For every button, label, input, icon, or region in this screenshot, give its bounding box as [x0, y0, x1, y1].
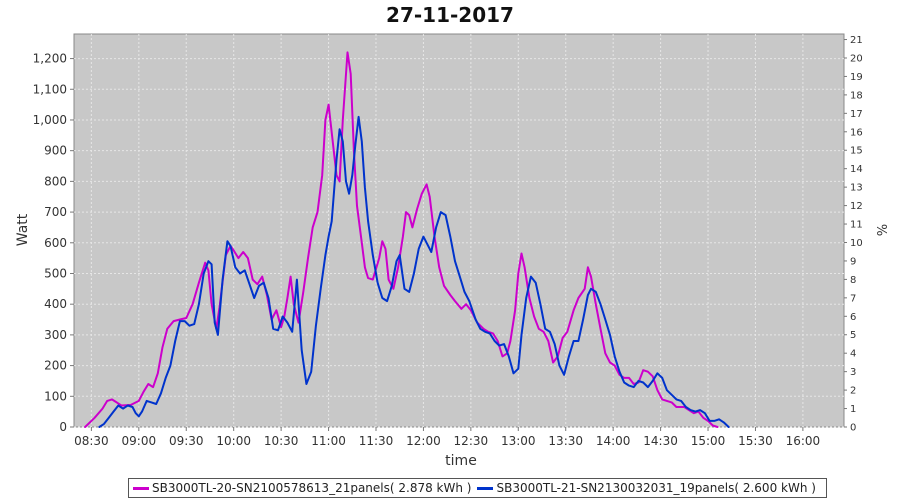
- legend-swatch-series-1: [133, 486, 149, 490]
- y2-tick-label: 17: [850, 109, 863, 120]
- y-axis-left: 0 100 200 300 400 500 600 700 800 900 1,000 1,100 1,…: [33, 52, 74, 434]
- y2-tick-label: 10: [850, 238, 863, 249]
- chart-title: 27-11-2017: [386, 3, 514, 27]
- y2-tick-label: 21: [850, 35, 863, 46]
- legend-label-series-2: SB3000TL-21-SN2130032031_19panels( 2.600…: [496, 481, 816, 495]
- x-tick-label: 09:30: [169, 434, 204, 448]
- y2-axis-label: %: [873, 224, 888, 236]
- x-tick-label: 11:30: [359, 434, 394, 448]
- x-axis-label: time: [445, 453, 477, 469]
- y2-tick-label: 12: [850, 201, 863, 212]
- x-tick-label: 08:30: [74, 434, 109, 448]
- series-lines: [84, 51, 730, 428]
- y-tick-label: 300: [44, 328, 67, 342]
- y2-tick-label: 8: [850, 275, 856, 286]
- y2-tick-label: 19: [850, 72, 863, 83]
- legend-item-series-1: SB3000TL-20-SN2100578613_21panels( 2.878…: [133, 481, 471, 495]
- x-tick-label: 14:00: [596, 434, 631, 448]
- y2-tick-label: 5: [850, 330, 856, 341]
- y2-tick-label: 20: [850, 53, 863, 64]
- x-tick-label: 09:00: [122, 434, 157, 448]
- y2-tick-label: 6: [850, 312, 856, 323]
- y2-tick-label: 14: [850, 164, 863, 175]
- y2-tick-label: 13: [850, 183, 863, 194]
- y2-tick-label: 18: [850, 90, 863, 101]
- plot-area: [73, 33, 845, 428]
- y-tick-label: 1,000: [33, 113, 67, 127]
- y2-tick-label: 11: [850, 220, 863, 231]
- x-tick-label: 11:00: [311, 434, 346, 448]
- y-tick-label: 200: [44, 359, 67, 373]
- y-tick-label: 1,100: [33, 82, 67, 96]
- y2-tick-label: 3: [850, 367, 856, 378]
- y2-tick-label: 4: [850, 349, 856, 360]
- y-tick-label: 700: [44, 205, 67, 219]
- y-tick-label: 100: [44, 389, 67, 403]
- y2-tick-label: 0: [850, 423, 856, 434]
- legend-label-series-1: SB3000TL-20-SN2100578613_21panels( 2.878…: [152, 481, 472, 495]
- y2-tick-label: 1: [850, 404, 856, 415]
- y-tick-label: 500: [44, 266, 67, 280]
- y-tick-label: 0: [59, 420, 67, 434]
- x-tick-label: 14:30: [643, 434, 678, 448]
- x-tick-label: 15:00: [691, 434, 726, 448]
- y-tick-label: 800: [44, 174, 67, 188]
- y-axis-label: Watt: [15, 213, 31, 246]
- series-line-2: [98, 115, 730, 428]
- y-tick-label: 400: [44, 297, 67, 311]
- legend-item-series-2: SB3000TL-21-SN2130032031_19panels( 2.600…: [477, 481, 816, 495]
- y-tick-label: 600: [44, 236, 67, 250]
- x-tick-label: 13:30: [548, 434, 583, 448]
- y-tick-label: 900: [44, 144, 67, 158]
- y2-tick-label: 7: [850, 293, 856, 304]
- x-tick-label: 10:00: [216, 434, 251, 448]
- legend-swatch-series-2: [477, 486, 494, 490]
- y2-tick-label: 9: [850, 256, 856, 267]
- y2-tick-label: 16: [850, 127, 863, 138]
- y2-tick-label: 15: [850, 146, 863, 157]
- x-tick-label: 12:00: [406, 434, 441, 448]
- x-axis: 08:30 09:00 09:30 10:00 10:30 11:00 11:30 12:00…: [74, 427, 820, 448]
- x-tick-label: 16:00: [786, 434, 821, 448]
- legend: SB3000TL-20-SN2100578613_21panels( 2.878…: [128, 478, 827, 498]
- y2-tick-label: 2: [850, 386, 856, 397]
- x-tick-label: 10:30: [264, 434, 299, 448]
- x-tick-label: 15:30: [738, 434, 773, 448]
- y-tick-label: 1,200: [33, 52, 67, 66]
- x-tick-label: 13:00: [501, 434, 536, 448]
- x-tick-label: 12:30: [454, 434, 489, 448]
